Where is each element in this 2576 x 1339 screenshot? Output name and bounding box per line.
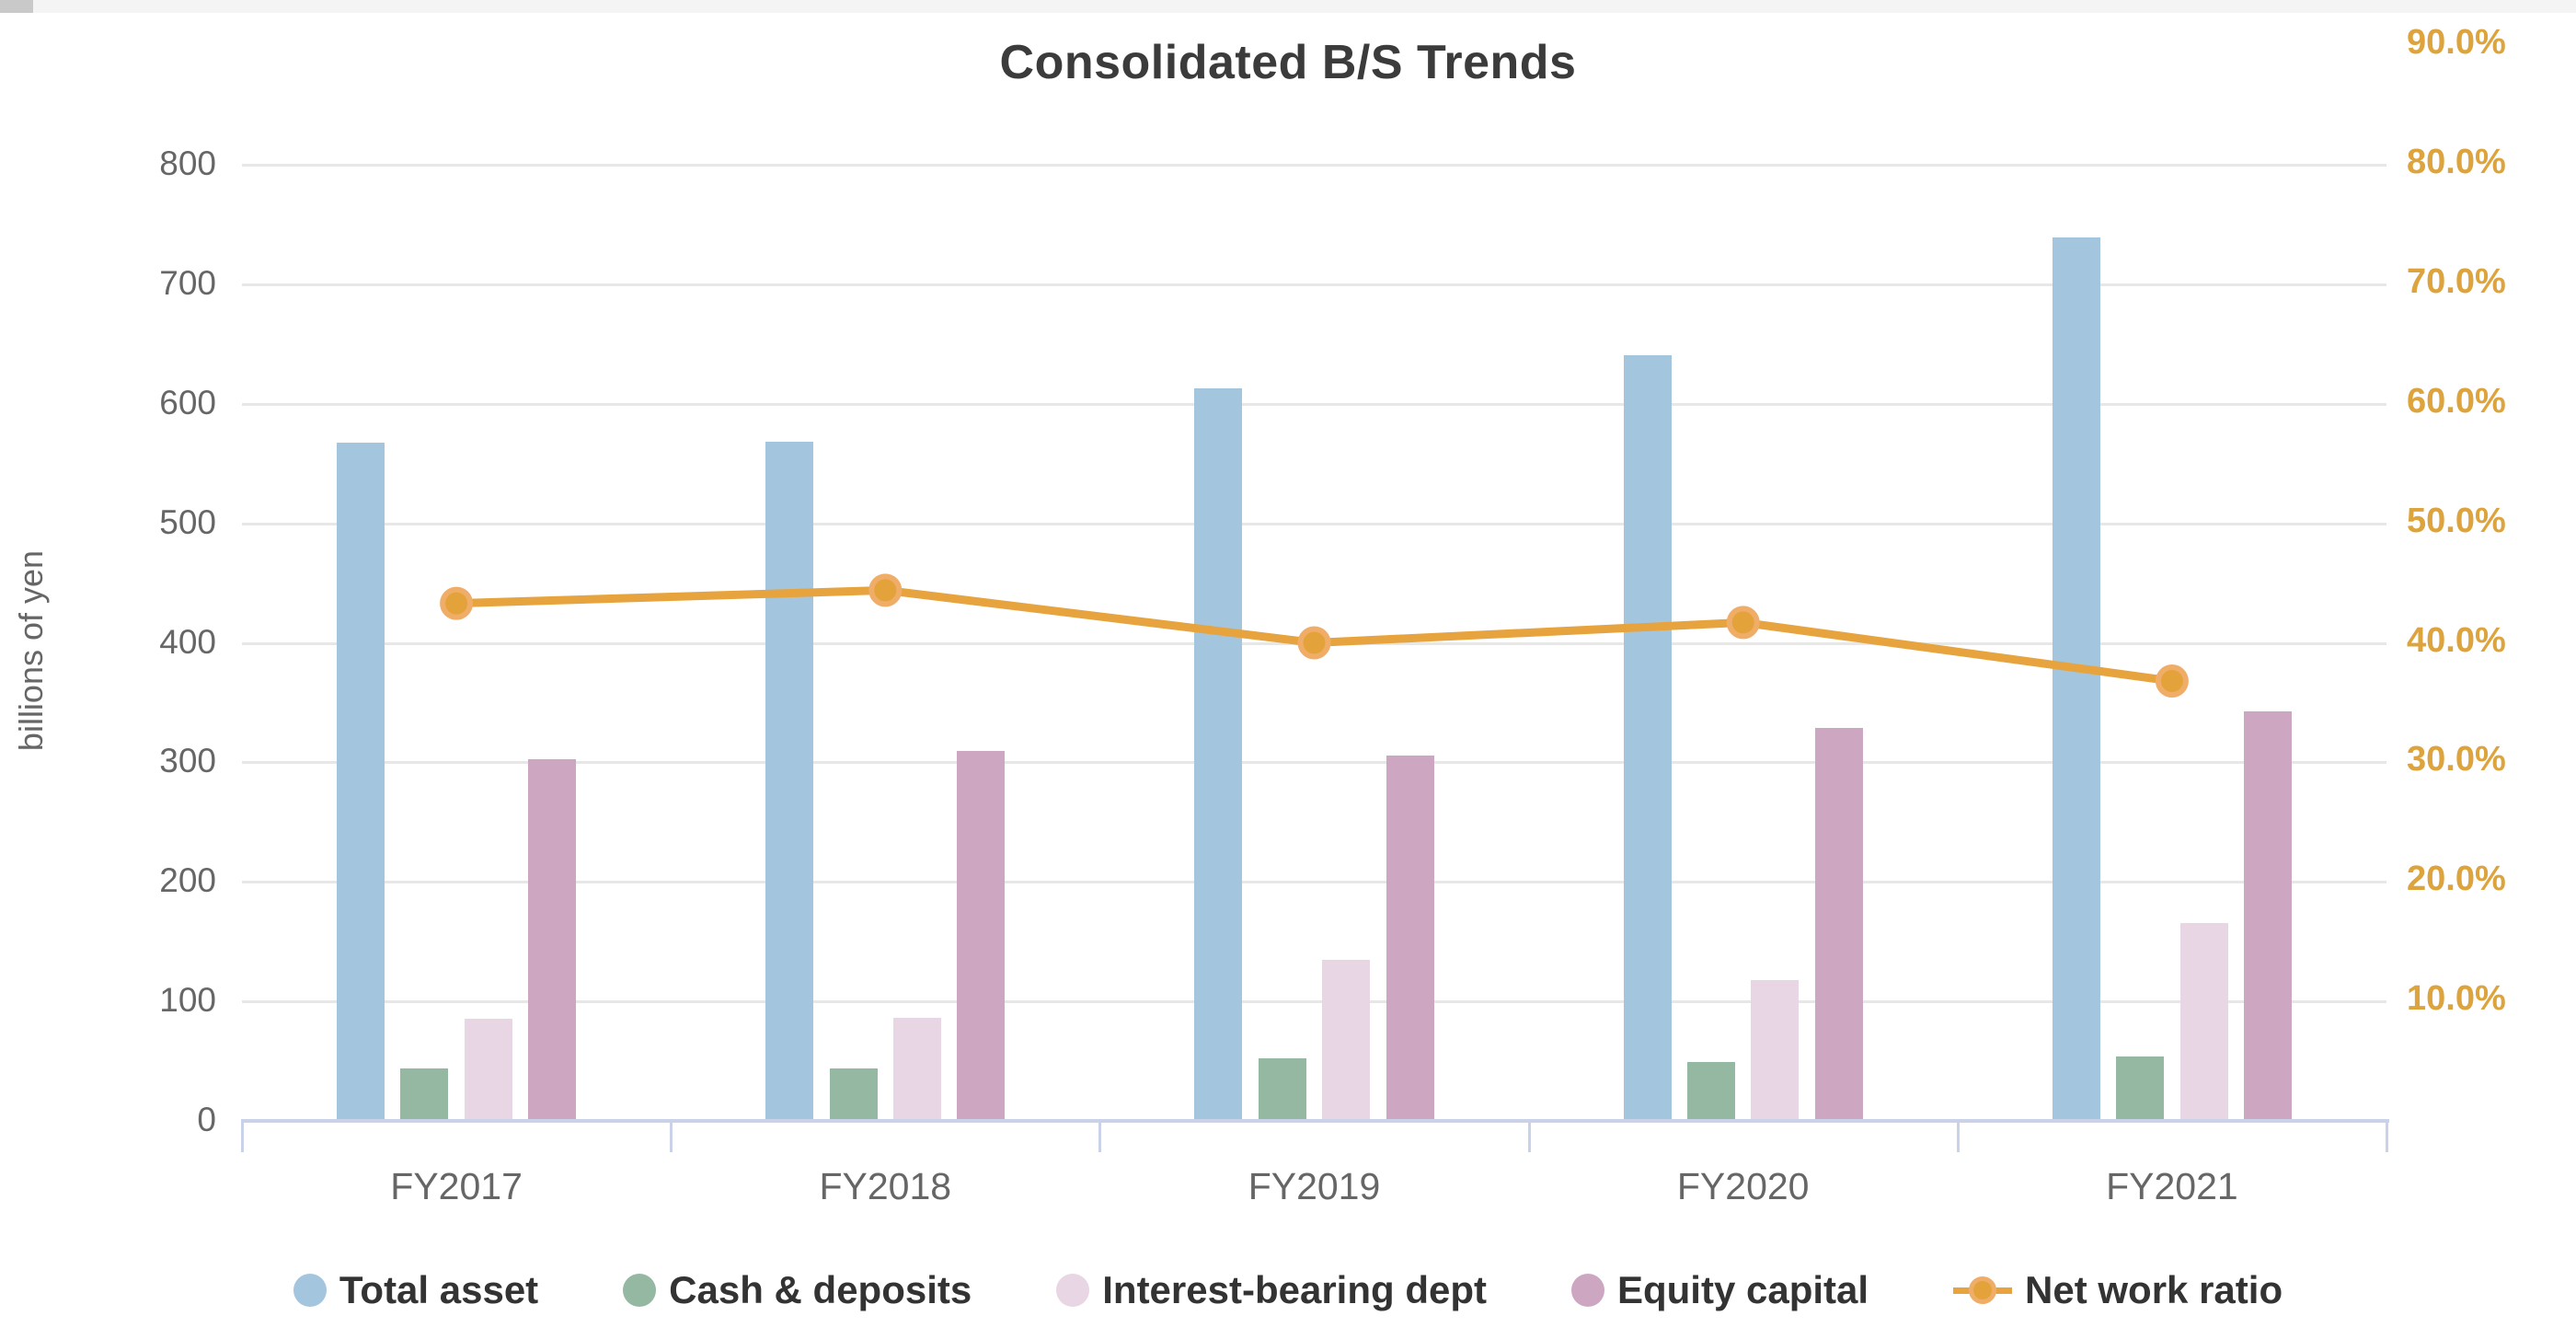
gridline-300 (242, 761, 2386, 765)
bar-equity-capital-FY2017[interactable] (528, 759, 577, 1119)
bar-total-asset-FY2018[interactable] (765, 441, 814, 1119)
x-axis-label-FY2020: FY2020 (1676, 1165, 1810, 1207)
y-axis-label-500: 500 (159, 502, 216, 541)
legend-item-equity-capital[interactable]: Equity capital (1570, 1268, 1869, 1312)
x-axis-tick (2386, 1119, 2388, 1152)
gridline-600 (242, 402, 2386, 406)
x-axis-tick (1527, 1119, 1531, 1152)
x-axis-tick (670, 1119, 673, 1152)
gridline-200 (242, 881, 2386, 884)
gridline-100 (242, 1000, 2386, 1004)
bar-cash-deposits-FY2020[interactable] (1687, 1061, 1735, 1119)
x-axis-line (242, 1119, 2389, 1123)
bar-total-asset-FY2020[interactable] (1623, 355, 1672, 1119)
y2-axis-label-70.0%: 70.0% (2407, 261, 2506, 301)
y2-axis-label-50.0%: 50.0% (2407, 501, 2506, 540)
y2-axis-label-60.0%: 60.0% (2407, 381, 2506, 421)
net-work-ratio-point-FY2021[interactable] (2155, 664, 2189, 698)
legend-marker-circle-icon (293, 1274, 327, 1307)
legend-item-interest-bearing-dept[interactable]: Interest-bearing dept (1056, 1268, 1487, 1312)
y2-axis-label-90.0%: 90.0% (2407, 23, 2506, 63)
bar-cash-deposits-FY2018[interactable] (829, 1068, 878, 1119)
legend-label: Total asset (339, 1268, 539, 1311)
chart-title: Consolidated B/S Trends (999, 36, 1577, 89)
net-work-ratio-point-FY2020[interactable] (1726, 606, 1760, 640)
y-axis-label-200: 200 (159, 861, 216, 900)
legend-item-total-asset[interactable]: Total asset (293, 1268, 538, 1312)
x-axis-label-FY2019: FY2019 (1248, 1165, 1381, 1207)
x-axis-label-FY2018: FY2018 (819, 1165, 952, 1207)
bar-interest-bearing-dept-FY2017[interactable] (464, 1018, 512, 1119)
legend: Total asset Cash & deposits Interest-beari… (0, 1268, 2576, 1312)
bar-equity-capital-FY2020[interactable] (1814, 728, 1863, 1119)
x-axis-tick (1098, 1119, 1102, 1152)
gridline-500 (242, 522, 2386, 525)
bar-interest-bearing-dept-FY2021[interactable] (2179, 923, 2228, 1119)
legend-label: Equity capital (1616, 1268, 1869, 1311)
window-top-strip (0, 0, 2576, 13)
legend-marker-circle-icon (1570, 1274, 1604, 1307)
legend-label: Interest-bearing dept (1102, 1268, 1487, 1311)
legend-label: Cash & deposits (669, 1268, 972, 1311)
x-axis-tick (241, 1119, 244, 1152)
bar-equity-capital-FY2019[interactable] (1386, 756, 1434, 1119)
x-axis-label-FY2017: FY2017 (390, 1165, 523, 1207)
y2-axis-label-10.0%: 10.0% (2407, 979, 2506, 1019)
bar-total-asset-FY2019[interactable] (1194, 388, 1243, 1119)
x-axis-label-FY2021: FY2021 (2106, 1165, 2238, 1207)
y-axis-label-700: 700 (159, 263, 216, 302)
y-axis-label-400: 400 (159, 622, 216, 661)
window-corner-block (0, 0, 33, 13)
bar-interest-bearing-dept-FY2020[interactable] (1751, 980, 1800, 1119)
gridline-700 (242, 283, 2386, 286)
bar-total-asset-FY2021[interactable] (2052, 237, 2100, 1119)
net-work-ratio-point-FY2019[interactable] (1297, 626, 1331, 660)
bar-interest-bearing-dept-FY2019[interactable] (1322, 960, 1371, 1119)
bar-total-asset-FY2017[interactable] (337, 442, 385, 1119)
y-axis-label-100: 100 (159, 981, 216, 1020)
gridline-800 (242, 164, 2386, 167)
bar-cash-deposits-FY2021[interactable] (2116, 1056, 2165, 1119)
y2-axis-label-80.0%: 80.0% (2407, 143, 2506, 181)
y-axis-label-600: 600 (159, 383, 216, 421)
y-axis-label-0: 0 (197, 1101, 216, 1138)
y-axis-label-300: 300 (159, 742, 216, 780)
bar-cash-deposits-FY2019[interactable] (1258, 1057, 1306, 1119)
legend-item-cash-deposits[interactable]: Cash & deposits (623, 1268, 972, 1312)
bar-equity-capital-FY2021[interactable] (2244, 711, 2292, 1119)
net-work-ratio-point-FY2018[interactable] (868, 573, 903, 607)
legend-marker-circle-icon (1056, 1274, 1090, 1307)
legend-marker-line-icon (1953, 1274, 2013, 1307)
legend-line-dot (1969, 1276, 1997, 1304)
y-axis-label-800: 800 (159, 144, 216, 182)
bar-equity-capital-FY2018[interactable] (957, 750, 1006, 1119)
legend-marker-circle-icon (623, 1274, 657, 1307)
net-work-ratio-point-FY2017[interactable] (440, 586, 474, 620)
y2-axis-label-20.0%: 20.0% (2407, 860, 2506, 899)
legend-item-net-work-ratio[interactable]: Net work ratio (1953, 1268, 2283, 1312)
y2-axis-label-30.0%: 30.0% (2407, 740, 2506, 779)
legend-label: Net work ratio (2025, 1268, 2283, 1311)
y2-axis-label-40.0%: 40.0% (2407, 620, 2506, 660)
bar-cash-deposits-FY2017[interactable] (400, 1068, 449, 1119)
bar-interest-bearing-dept-FY2018[interactable] (893, 1017, 941, 1119)
x-axis-tick (1956, 1119, 1960, 1152)
